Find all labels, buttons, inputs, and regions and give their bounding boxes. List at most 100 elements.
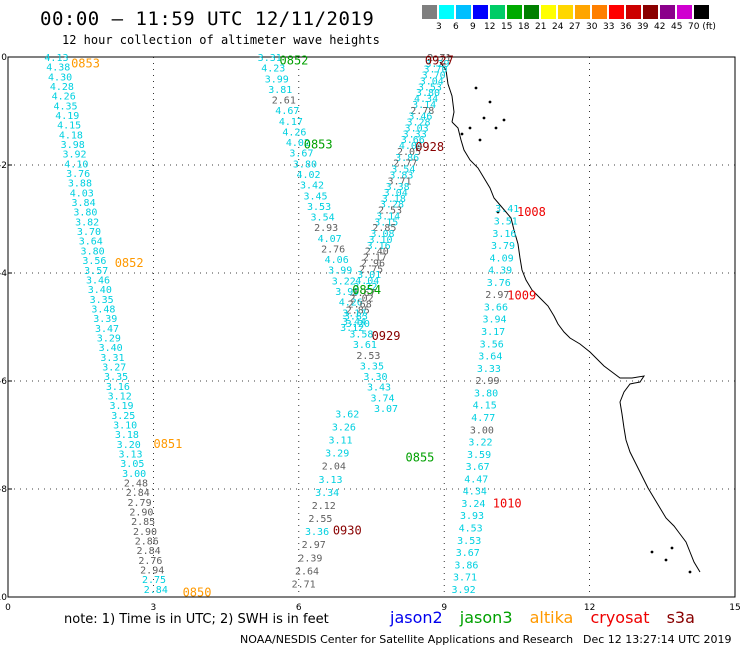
coastline-north — [439, 61, 455, 123]
island-dot — [474, 86, 478, 90]
wave-height-value: 3.46 — [408, 112, 432, 123]
color-scale-swatch — [541, 5, 557, 19]
x-tick-label: 9 — [441, 603, 447, 613]
wave-height-value: 4.38 — [46, 63, 70, 74]
color-scale-label: 70 (ft) — [688, 22, 716, 32]
wave-height-value: 3.19 — [109, 401, 133, 412]
color-scale-label: 9 — [470, 22, 476, 32]
wave-height-value: 4.53 — [459, 523, 483, 534]
wave-height-value: 3.12 — [340, 323, 364, 334]
wave-height-value: 3.45 — [303, 191, 327, 202]
wave-height-value: 3.11 — [329, 436, 353, 447]
wave-height-value: 2.48 — [124, 479, 148, 490]
wave-height-value: 3.71 — [387, 176, 411, 187]
track-time-label: 1010 — [493, 497, 522, 511]
wave-height-value: 3.03 — [405, 123, 429, 134]
y-tick-label: -2 — [0, 161, 7, 171]
wave-height-value: 4.39 — [488, 266, 512, 277]
track-time-label: 0930 — [333, 524, 362, 538]
track-time-label: 0928 — [415, 140, 444, 154]
color-scale-swatch — [558, 5, 574, 19]
wave-height-value: 3.18 — [382, 194, 406, 205]
wave-height-value: 3.13 — [318, 475, 342, 486]
wave-height-value: 3.30 — [363, 372, 387, 383]
wave-height-value: 3.42 — [300, 181, 324, 192]
wave-height-value: 3.43 — [367, 383, 391, 394]
y-tick-label: -8 — [0, 485, 7, 495]
wave-height-value: 2.71 — [427, 53, 451, 64]
wave-height-value: 3.40 — [88, 285, 112, 296]
wave-height-value: 3.47 — [95, 324, 119, 335]
island-dot — [460, 132, 464, 136]
wave-height-value: 3.14 — [412, 100, 436, 111]
wave-height-value: 2.76 — [138, 556, 162, 567]
island-dot — [650, 550, 654, 554]
color-scale-swatch — [507, 5, 523, 19]
wave-height-value: 3.00 — [470, 425, 494, 436]
wave-height-value: 3.80 — [474, 388, 498, 399]
wave-height-value: 2.97 — [302, 540, 326, 551]
wave-height-value: 3.83 — [389, 170, 413, 181]
wave-height-value: 2.77 — [393, 159, 417, 170]
wave-height-value: 3.39 — [93, 314, 117, 325]
color-scale-label: 30 — [586, 22, 598, 32]
color-scale-swatch — [490, 5, 506, 19]
track-time-label: 0852 — [115, 256, 144, 270]
wave-height-value: 3.70 — [77, 227, 101, 238]
wave-height-value: 2.78 — [410, 106, 434, 117]
wave-height-value: 2.67 — [351, 288, 375, 299]
chart-title: 00:00 – 11:59 UTC 12/11/2019 — [40, 8, 375, 30]
wave-height-value: 3.22 — [332, 276, 356, 287]
wave-height-value: 3.56 — [480, 339, 504, 350]
wave-height-value: 2.71 — [292, 580, 316, 591]
wave-height-value: 4.04 — [355, 276, 379, 287]
wave-height-value: 3.26 — [332, 422, 356, 433]
wave-height-value: 3.46 — [86, 275, 110, 286]
wave-height-value: 4.02 — [286, 138, 310, 149]
wave-height-value: 3.86 — [454, 560, 478, 571]
wave-height-value: 3.38 — [386, 182, 410, 193]
wave-height-value: 2.05 — [397, 147, 421, 158]
wave-height-value: 3.76 — [487, 278, 511, 289]
wave-height-value: 4.77 — [471, 413, 495, 424]
wave-height-value: 4.35 — [53, 101, 77, 112]
wave-height-value: 3.64 — [79, 237, 103, 248]
footer-note: note: 1) Time is in UTC; 2) SWH is in fe… — [64, 612, 329, 627]
wave-height-value: 3.24 — [461, 499, 485, 510]
wave-height-value: 3.31 — [258, 53, 282, 64]
color-scale-swatch — [626, 5, 642, 19]
wave-height-value: 3.07 — [374, 404, 398, 415]
wave-height-value: 3.92 — [62, 150, 86, 161]
wave-height-value: 3.54 — [391, 165, 415, 176]
wave-height-value: 3.99 — [335, 287, 359, 298]
color-scale-swatch — [660, 5, 676, 19]
wave-height-value: 4.15 — [473, 401, 497, 412]
y-tick-label: -6 — [0, 377, 7, 387]
chart-subtitle: 12 hour collection of altimeter wave hei… — [62, 33, 380, 47]
color-scale-swatch — [592, 5, 608, 19]
track-time-label: 0852 — [280, 54, 309, 68]
island-dot — [496, 210, 500, 214]
wave-height-value: 3.86 — [395, 153, 419, 164]
track-time-label: 0927 — [425, 54, 454, 68]
wave-height-value: 3.36 — [305, 527, 329, 538]
wave-height-value: 4.10 — [64, 159, 88, 170]
wave-height-value: 4.34 — [414, 94, 438, 105]
wave-height-value: 4.19 — [55, 111, 79, 122]
wave-height-value: 3.04 — [384, 188, 408, 199]
wave-height-value: 3.74 — [370, 393, 394, 404]
color-scale-label: 6 — [453, 22, 459, 32]
track-time-label: 0853 — [71, 56, 100, 70]
wave-height-value: 3.04 — [420, 76, 444, 87]
wave-height-value: 2.84 — [137, 546, 161, 557]
wave-height-value: 3.56 — [82, 256, 106, 267]
wave-height-value: 4.13 — [44, 53, 68, 64]
wave-height-value: 2.40 — [365, 247, 389, 258]
wave-height-value: 4.26 — [339, 298, 363, 309]
x-tick-label: 0 — [5, 603, 11, 613]
wave-height-value: 3.16 — [492, 229, 516, 240]
wave-height-value: 3.18 — [115, 430, 139, 441]
y-tick-label: -10 — [0, 593, 7, 603]
wave-height-value: 4.15 — [57, 121, 81, 132]
color-scale-swatch — [456, 5, 472, 19]
